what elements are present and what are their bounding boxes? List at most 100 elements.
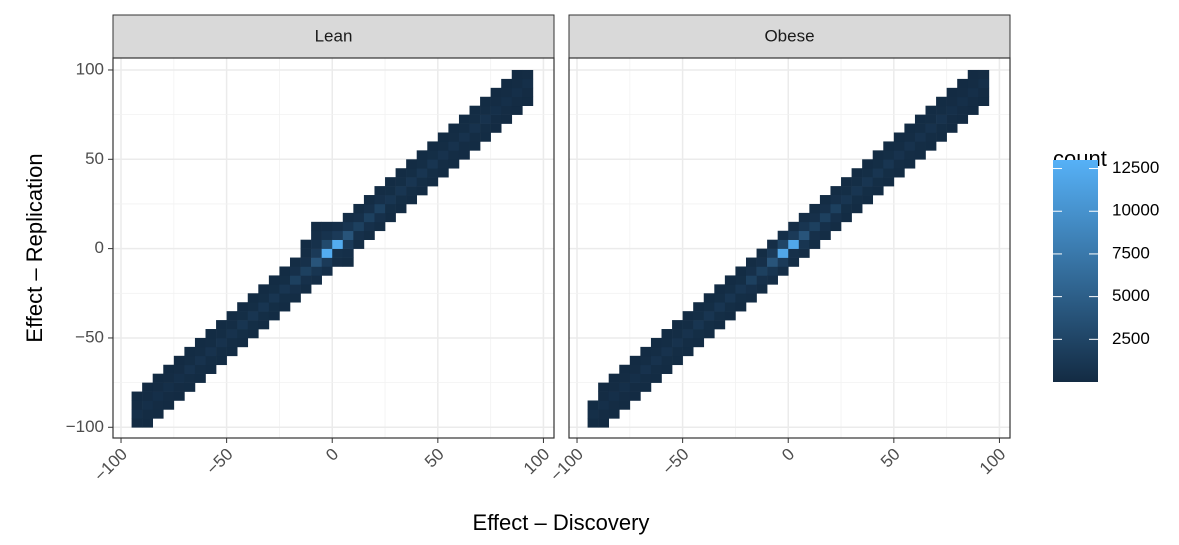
bin-cell bbox=[967, 105, 979, 115]
bin-cell bbox=[173, 373, 185, 383]
bin-cell bbox=[163, 400, 175, 410]
bin-cell bbox=[437, 132, 449, 142]
bin-cell bbox=[321, 230, 333, 240]
bin-cell bbox=[173, 382, 185, 392]
bin-cell bbox=[629, 364, 641, 374]
bin-cell bbox=[374, 212, 386, 223]
bin-cell bbox=[374, 186, 386, 196]
bin-cell bbox=[745, 284, 757, 294]
bin-cell bbox=[332, 221, 344, 232]
bin-cell bbox=[342, 221, 354, 232]
legend-label: 7500 bbox=[1112, 243, 1150, 262]
bin-cell bbox=[914, 141, 926, 151]
bin-cell bbox=[777, 266, 789, 276]
bin-cell bbox=[321, 266, 333, 276]
bin-cell bbox=[714, 293, 726, 303]
bin-cell bbox=[798, 248, 810, 258]
bin-cell bbox=[693, 302, 705, 312]
bin-cell bbox=[395, 195, 407, 205]
bin-cell bbox=[448, 150, 460, 160]
bin-cell bbox=[862, 159, 874, 169]
x-tick-label: −50 bbox=[659, 445, 693, 479]
bin-cell bbox=[957, 114, 969, 124]
bin-cell bbox=[851, 195, 863, 205]
bin-cell bbox=[406, 195, 418, 205]
bin-cell bbox=[703, 293, 715, 303]
bin-cell bbox=[258, 311, 270, 321]
bin-cell bbox=[131, 391, 143, 401]
bin-cell bbox=[268, 311, 280, 321]
bin-cell bbox=[904, 123, 916, 133]
bin-cell bbox=[798, 212, 810, 223]
bin-cell bbox=[437, 159, 449, 169]
bin-cell bbox=[522, 78, 534, 89]
bin-cell bbox=[163, 364, 175, 374]
bin-cell bbox=[809, 203, 821, 214]
bin-cell bbox=[237, 320, 249, 330]
bin-cell bbox=[851, 177, 863, 187]
panel-border bbox=[568, 57, 1011, 439]
bin-cell bbox=[936, 123, 947, 133]
bin-cell bbox=[395, 203, 407, 214]
bin-cell bbox=[957, 78, 969, 89]
bin-cell bbox=[672, 320, 683, 330]
x-tick-label: 0 bbox=[778, 445, 798, 465]
legend-label: 10000 bbox=[1112, 201, 1159, 220]
bin-cell bbox=[321, 257, 333, 267]
bin-cell bbox=[967, 69, 979, 80]
bin-cell bbox=[851, 186, 863, 196]
bin-cell bbox=[385, 177, 396, 187]
bin-cell bbox=[427, 141, 439, 151]
bin-cell bbox=[798, 230, 810, 240]
bin-cell bbox=[841, 177, 852, 187]
bin-cell bbox=[237, 337, 249, 348]
bin-cell bbox=[872, 159, 884, 169]
bin-cell bbox=[893, 150, 905, 160]
bin-cell bbox=[914, 150, 926, 160]
y-tick-label: 50 bbox=[85, 149, 104, 168]
bin-cell bbox=[967, 78, 979, 89]
bin-cell bbox=[872, 177, 884, 187]
bin-cell bbox=[332, 248, 344, 258]
bin-cell bbox=[511, 96, 523, 107]
bin-cell bbox=[205, 329, 217, 339]
bin-cell bbox=[830, 203, 842, 214]
bin-cell bbox=[163, 391, 175, 401]
bin-cell bbox=[142, 391, 154, 401]
bin-cell bbox=[978, 96, 990, 107]
bin-cell bbox=[353, 221, 365, 232]
bin-cell bbox=[416, 186, 428, 196]
bin-cell bbox=[184, 355, 196, 366]
bin-cell bbox=[194, 364, 206, 374]
bin-cell bbox=[735, 293, 747, 303]
bin-cell bbox=[619, 391, 631, 401]
bin-cell bbox=[363, 212, 375, 223]
bin-cell bbox=[268, 275, 280, 285]
bin-cell bbox=[321, 239, 333, 249]
bin-cell bbox=[788, 221, 800, 232]
bin-cell bbox=[714, 284, 726, 294]
bin-cell bbox=[693, 329, 705, 339]
legend-label: 2500 bbox=[1112, 329, 1150, 348]
bin-cell bbox=[205, 364, 217, 374]
bin-cell bbox=[682, 329, 694, 339]
bin-cell bbox=[650, 346, 662, 357]
bin-cell bbox=[724, 284, 736, 294]
bin-cell bbox=[936, 114, 947, 124]
bin-cell bbox=[904, 132, 916, 142]
bin-cell bbox=[480, 105, 491, 115]
x-axis-title: Effect – Discovery bbox=[473, 510, 650, 535]
bin-cell bbox=[406, 159, 418, 169]
bin-cell bbox=[672, 346, 683, 357]
bin-cell bbox=[608, 382, 620, 392]
bin-cell bbox=[363, 203, 375, 214]
bin-cell bbox=[788, 248, 800, 258]
bin-cell bbox=[311, 257, 322, 267]
x-tick-label: 100 bbox=[976, 445, 1009, 478]
bin-cell bbox=[342, 248, 354, 258]
bin-cell bbox=[946, 123, 958, 133]
bin-cell bbox=[703, 311, 715, 321]
bin-cell bbox=[416, 159, 428, 169]
bin-cell bbox=[427, 159, 439, 169]
bin-cell bbox=[416, 168, 428, 178]
